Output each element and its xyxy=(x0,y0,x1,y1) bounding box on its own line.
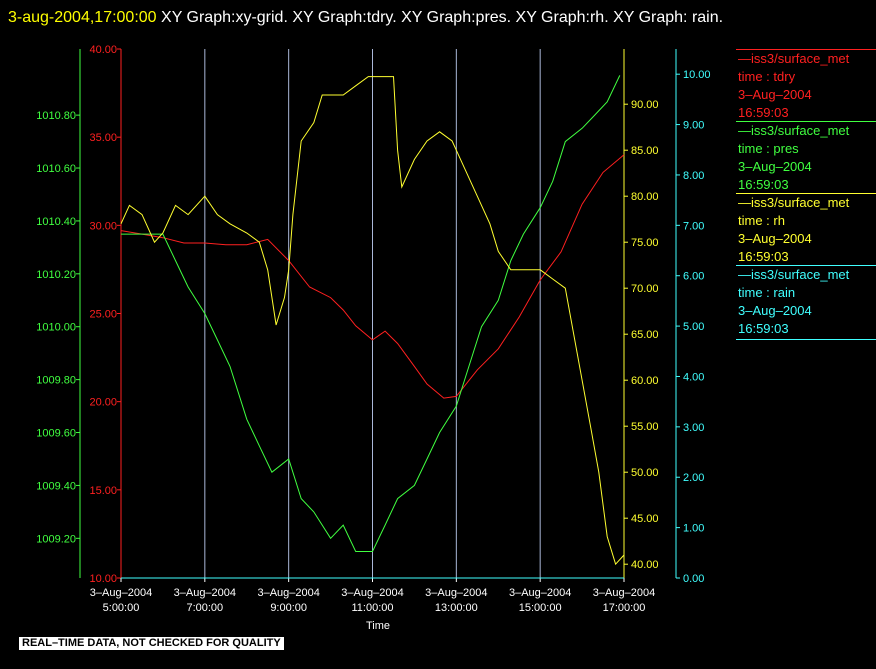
chart-title: 3-aug-2004,17:00:00 XY Graph:xy-grid. XY… xyxy=(8,3,868,32)
y-tick-label-tdry: 10.00 xyxy=(89,573,117,585)
y-tick-label-rain: 4.00 xyxy=(683,371,704,383)
legend-pres: —iss3/surface_met time : pres 3–Aug–2004… xyxy=(736,121,876,194)
legend-time: 16:59:03 xyxy=(738,105,789,120)
y-tick-label-pres: 1010.40 xyxy=(36,216,76,228)
y-tick-label-pres: 1010.60 xyxy=(36,163,76,175)
quality-disclaimer: REAL–TIME DATA, NOT CHECKED FOR QUALITY xyxy=(19,637,284,650)
legend-param: time : rain xyxy=(738,285,796,300)
y-tick-label-rh: 55.00 xyxy=(631,421,659,433)
y-tick-label-rh: 65.00 xyxy=(631,329,659,341)
y-tick-label-rh: 75.00 xyxy=(631,237,659,249)
timestamp: 3-aug-2004,17:00:00 xyxy=(8,9,157,26)
legend-time: 16:59:03 xyxy=(738,321,789,336)
legend-param: time : pres xyxy=(738,141,799,156)
series-line-rh xyxy=(120,76,625,566)
y-tick-label-pres: 1010.80 xyxy=(36,110,76,122)
y-tick-label-tdry: 20.00 xyxy=(89,397,117,409)
legend-date: 3–Aug–2004 xyxy=(738,87,812,102)
y-tick-label-rain: 2.00 xyxy=(683,472,704,484)
x-tick-date-label: 3–Aug–2004 xyxy=(509,587,571,599)
y-tick-label-rh: 60.00 xyxy=(631,375,659,387)
legend-param: time : tdry xyxy=(738,69,796,84)
x-tick-date-label: 3–Aug–2004 xyxy=(593,587,655,599)
y-tick-label-rain: 0.00 xyxy=(683,573,704,585)
x-tick-time-label: 17:00:00 xyxy=(603,602,646,614)
y-tick-label-rh: 50.00 xyxy=(631,467,659,479)
y-tick-label-rain: 1.00 xyxy=(683,523,704,535)
x-tick-date-label: 3–Aug–2004 xyxy=(257,587,319,599)
y-tick-label-rain: 8.00 xyxy=(683,170,704,182)
legend-rain: —iss3/surface_met time : rain 3–Aug–2004… xyxy=(736,265,876,340)
y-tick-label-rh: 70.00 xyxy=(631,283,659,295)
y-tick-label-rain: 5.00 xyxy=(683,321,704,333)
x-tick-time-label: 15:00:00 xyxy=(519,602,562,614)
y-tick-label-tdry: 15.00 xyxy=(89,485,117,497)
legend-date: 3–Aug–2004 xyxy=(738,303,812,318)
legend-time: 16:59:03 xyxy=(738,249,789,264)
x-axis-label: Time xyxy=(366,620,390,632)
legend-tdry: —iss3/surface_met time : tdry 3–Aug–2004… xyxy=(736,49,876,122)
y-tick-label-rh: 80.00 xyxy=(631,191,659,203)
x-tick-time-label: 9:00:00 xyxy=(270,602,307,614)
legend-time: 16:59:03 xyxy=(738,177,789,192)
graph-description: XY Graph:xy-grid. XY Graph:tdry. XY Grap… xyxy=(156,9,724,26)
legend-date: 3–Aug–2004 xyxy=(738,159,812,174)
y-tick-label-rain: 10.00 xyxy=(683,69,711,81)
x-tick-time-label: 13:00:00 xyxy=(435,602,478,614)
y-tick-label-pres: 1009.40 xyxy=(36,480,76,492)
x-tick-time-label: 11:00:00 xyxy=(351,602,393,614)
y-tick-label-rh: 45.00 xyxy=(631,513,659,525)
y-tick-label-rain: 9.00 xyxy=(683,120,704,132)
y-tick-label-rain: 3.00 xyxy=(683,422,704,434)
series-line-pres xyxy=(121,75,621,552)
y-tick-label-rh: 40.00 xyxy=(631,559,659,571)
x-tick-time-label: 5:00:00 xyxy=(103,602,140,614)
y-tick-label-pres: 1009.80 xyxy=(36,375,76,387)
y-tick-label-rain: 7.00 xyxy=(683,220,704,232)
legend-rh: —iss3/surface_met time : rh 3–Aug–2004 1… xyxy=(736,193,876,266)
y-tick-label-tdry: 25.00 xyxy=(89,309,117,321)
y-tick-label-tdry: 35.00 xyxy=(89,132,117,144)
y-tick-label-pres: 1009.60 xyxy=(36,428,76,440)
legend-date: 3–Aug–2004 xyxy=(738,231,812,246)
y-tick-label-rain: 6.00 xyxy=(683,271,704,283)
legend-source: —iss3/surface_met xyxy=(738,123,850,138)
y-tick-label-tdry: 30.00 xyxy=(89,220,117,232)
x-tick-date-label: 3–Aug–2004 xyxy=(341,587,403,599)
y-tick-label-pres: 1010.20 xyxy=(36,269,76,281)
legend-source: —iss3/surface_met xyxy=(738,51,850,66)
y-tick-label-rh: 85.00 xyxy=(631,145,659,157)
y-tick-label-pres: 1009.20 xyxy=(36,533,76,545)
legend-source: —iss3/surface_met xyxy=(738,195,850,210)
y-tick-label-tdry: 40.00 xyxy=(89,44,117,56)
y-tick-label-rh: 90.00 xyxy=(631,99,659,111)
legend-param: time : rh xyxy=(738,213,785,228)
x-tick-date-label: 3–Aug–2004 xyxy=(90,587,152,599)
series-line-tdry xyxy=(120,154,625,399)
x-tick-time-label: 7:00:00 xyxy=(186,602,223,614)
legend-source: —iss3/surface_met xyxy=(738,267,850,282)
x-tick-date-label: 3–Aug–2004 xyxy=(174,587,236,599)
y-tick-label-pres: 1010.00 xyxy=(36,322,76,334)
x-tick-date-label: 3–Aug–2004 xyxy=(425,587,487,599)
